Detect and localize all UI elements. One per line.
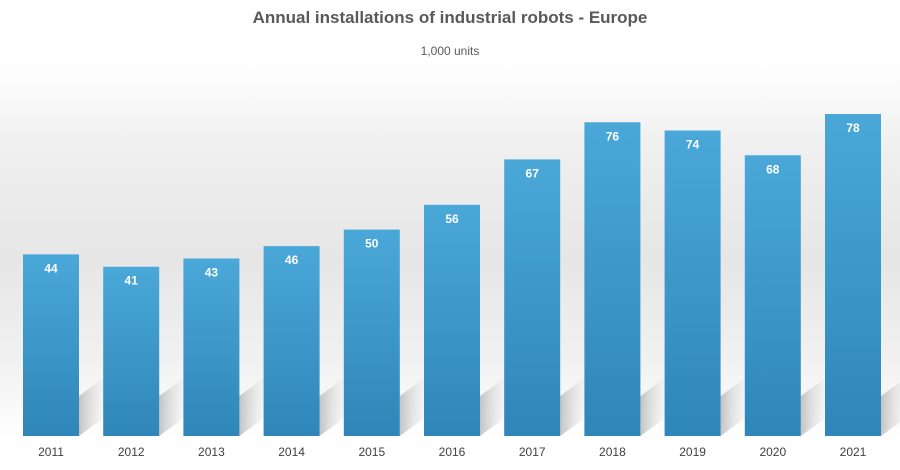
bar-2014 — [263, 246, 320, 436]
bar-shadow — [640, 374, 671, 436]
bar-shadow — [881, 382, 900, 436]
bar-shadow — [319, 374, 350, 436]
bar-2019 — [664, 130, 721, 436]
bar-shadows — [79, 374, 900, 436]
data-label-2013: 43 — [205, 265, 219, 279]
bar-2015 — [343, 229, 400, 436]
bar-2012 — [103, 266, 160, 436]
bar-shadow — [720, 374, 751, 436]
data-label-2017: 67 — [526, 166, 540, 180]
x-tick-2016: 2016 — [439, 445, 466, 459]
data-label-2012: 41 — [125, 274, 139, 288]
chart-subtitle: 1,000 units — [420, 44, 480, 58]
x-tick-2011: 2011 — [38, 445, 64, 459]
x-tick-2013: 2013 — [198, 445, 225, 459]
bar-2021 — [825, 114, 881, 436]
bar-2016 — [424, 204, 480, 436]
x-tick-2017: 2017 — [519, 445, 546, 459]
data-label-2011: 44 — [44, 261, 58, 275]
bar-2017 — [504, 159, 561, 436]
x-tick-2012: 2012 — [118, 445, 145, 459]
bar-shadow — [480, 374, 510, 436]
data-label-2015: 50 — [365, 237, 379, 251]
bar-shadow — [399, 374, 430, 436]
x-tick-2018: 2018 — [599, 445, 626, 459]
data-label-2019: 74 — [686, 138, 700, 152]
data-labels: 44 41 43 46 50 56 67 76 74 68 78 — [44, 121, 860, 288]
chart-title: Annual installations of industrial robot… — [252, 8, 648, 27]
data-label-2016: 56 — [445, 212, 459, 226]
bar-2011 — [23, 254, 79, 436]
bar-2013 — [183, 258, 240, 436]
bar-shadow — [239, 374, 270, 436]
bar-shadow — [800, 374, 831, 436]
data-label-2018: 76 — [606, 129, 620, 143]
bar-shadow — [79, 374, 109, 436]
x-axis-ticks: 2011 2012 2013 2014 2015 2016 2017 2018 2019 2020… — [38, 445, 867, 459]
x-tick-2020: 2020 — [759, 445, 786, 459]
x-tick-2015: 2015 — [358, 445, 385, 459]
x-tick-2021: 2021 — [840, 445, 867, 459]
bar-2018 — [584, 122, 641, 436]
data-label-2021: 78 — [846, 121, 860, 135]
x-tick-2019: 2019 — [679, 445, 706, 459]
bars — [23, 114, 881, 437]
data-label-2020: 68 — [766, 162, 780, 176]
bar-shadow — [159, 374, 190, 436]
bar-shadow — [560, 374, 591, 436]
data-label-2014: 46 — [285, 253, 299, 267]
bar-2020 — [744, 155, 801, 437]
x-tick-2014: 2014 — [278, 445, 305, 459]
